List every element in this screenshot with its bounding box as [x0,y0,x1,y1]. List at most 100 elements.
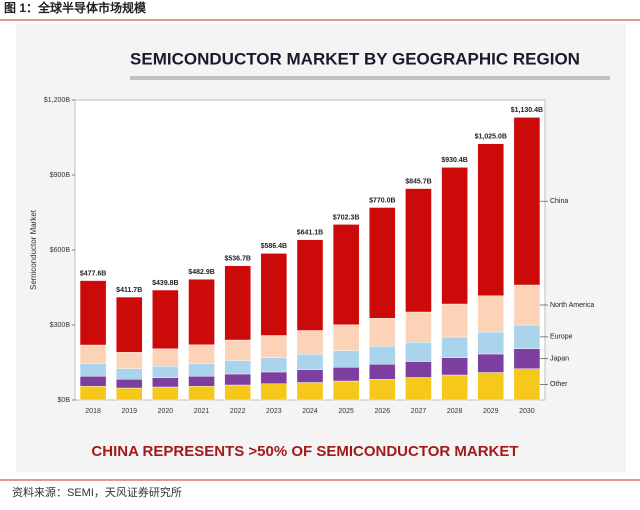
bar-segment [224,339,251,361]
bar-segment [296,369,324,383]
total-label: $1,130.4B [511,107,543,114]
bar-segment [188,386,215,401]
x-tick-label: 2018 [85,408,101,415]
bar-segment [441,303,468,338]
chart-subtitle: CHINA REPRESENTS >50% OF SEMICONDUCTOR M… [91,443,518,460]
x-tick-label: 2024 [302,408,318,415]
bar-segment [260,371,288,384]
bar-segment [152,377,179,388]
bar-segment [79,386,107,401]
chart-title: SEMICONDUCTOR MARKET BY GEOGRAPHIC REGIO… [130,49,580,68]
y-tick-label: $600B [50,247,71,254]
y-tick-label: $0B [58,397,71,404]
legend-label: Japan [550,356,569,363]
total-label: $930.4B [441,157,467,164]
total-label: $482.9B [188,269,214,276]
bar-segment [188,344,215,364]
bar-segment [513,284,541,326]
bar-segment [513,348,541,369]
total-label: $641.1B [297,230,323,237]
x-tick-label: 2021 [194,408,210,415]
bar-segment [296,354,324,370]
title-rule [130,76,610,80]
bar-segment [477,331,504,355]
total-label: $536.7B [224,256,250,263]
y-tick-label: $300B [50,322,71,329]
bar-segment [369,379,396,401]
bar-segment [441,167,468,305]
bar-segment [441,374,468,401]
legend-label: China [550,198,568,205]
caption: 图 1：全球半导体市场规模 [4,0,147,15]
x-tick-label: 2029 [483,408,499,415]
bar-segment [224,373,251,386]
bar-segment [332,224,360,325]
legend-label: Other [550,381,568,388]
x-tick-label: 2020 [158,408,174,415]
bar-segment [332,324,360,351]
total-label: $702.3B [333,214,359,221]
source: 资料来源：SEMI，天风证券研究所 [12,485,182,499]
bar-segment [188,363,215,377]
bar-segment [296,330,324,355]
x-tick-label: 2022 [230,408,246,415]
y-axis-label: Semiconductor Market [29,209,38,290]
legend-label: Europe [550,334,573,341]
bar-segment [477,295,504,333]
bar-segment [224,360,251,375]
bar-segment [79,376,107,387]
bar-segment [477,353,504,373]
x-tick-label: 2030 [519,408,535,415]
bar-segment [513,324,541,349]
bar-segment [188,376,215,387]
x-tick-label: 2019 [121,408,137,415]
bar-segment [260,253,288,336]
bar-segment [152,348,179,367]
bar-segment [369,207,396,319]
x-tick-label: 2023 [266,408,282,415]
bar-segment [79,280,107,346]
x-tick-label: 2026 [375,408,391,415]
total-label: $586.4B [261,243,287,250]
total-label: $770.0B [369,197,395,204]
bar-segment [224,265,251,341]
bar-segment [513,117,541,286]
bar-segment [152,289,179,349]
bar-segment [188,279,215,345]
total-label: $845.7B [405,178,431,185]
x-tick-label: 2028 [447,408,463,415]
bar-segment [332,367,360,382]
bar-segment [260,335,288,358]
bar-segment [332,380,360,401]
bar-segment [441,357,468,376]
legend-label: North America [550,302,594,309]
bar-segment [405,188,432,313]
x-tick-label: 2027 [411,408,427,415]
total-label: $439.8B [152,280,178,287]
bar-segment [116,387,143,401]
bar-segment [405,342,432,362]
total-label: $477.6B [80,270,106,277]
bar-segment [332,350,360,368]
bar-segment [116,296,143,353]
y-tick-label: $900B [50,172,71,179]
bar-segment [296,239,324,331]
bar-segment [369,346,396,365]
bar-segment [116,379,143,389]
bar-segment [405,377,432,401]
bar-segment [224,384,251,401]
bar-segment [152,366,179,378]
bar-segment [79,344,107,364]
total-label: $1,025.0B [475,134,507,141]
bar-segment [405,311,432,343]
bar-segment [477,143,504,296]
bar-segment [116,352,143,369]
bar-segment [260,383,288,401]
bar-segment [477,372,504,401]
y-tick-label: $1,200B [44,97,70,104]
x-tick-label: 2025 [338,408,354,415]
bar-segment [116,368,143,380]
bar-segment [441,336,468,358]
